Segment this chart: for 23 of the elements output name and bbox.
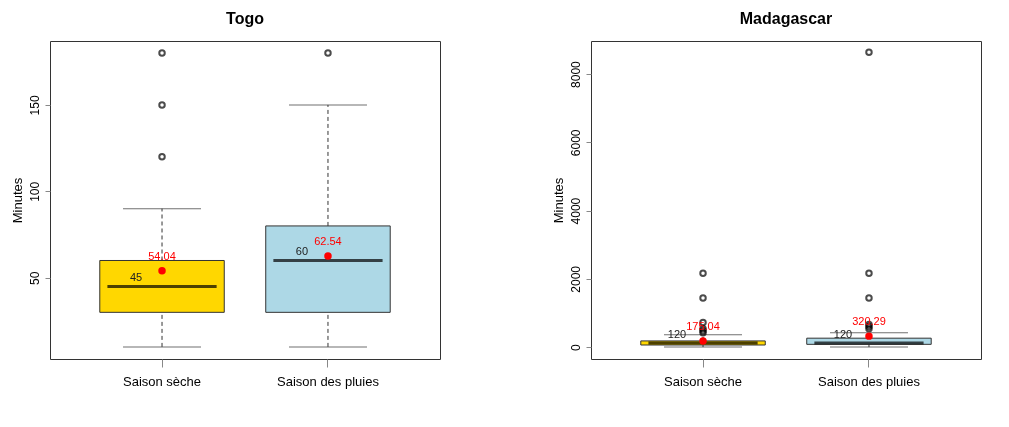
annotation: 45 xyxy=(129,271,143,284)
annotation: 120 xyxy=(833,327,853,340)
y-tick-label: 100 xyxy=(27,181,42,202)
x-tick-label: Saison sèche xyxy=(122,373,202,389)
x-tick-label: Saison des pluies xyxy=(277,373,380,389)
y-axis-title: Minutes xyxy=(9,177,25,224)
y-tick-label: 6000 xyxy=(568,129,583,157)
annotation: 320.29 xyxy=(852,315,886,328)
y-tick-label: 2000 xyxy=(568,265,583,293)
y-tick-label: 50 xyxy=(27,271,42,285)
y-tick-label: 0 xyxy=(568,343,583,351)
annotation: 62.54 xyxy=(314,235,342,248)
chart-title: Togo xyxy=(226,10,265,27)
y-tick-label: 150 xyxy=(27,95,42,116)
x-tick-label: Saison des pluies xyxy=(818,373,921,389)
annotation: 54.04 xyxy=(148,249,176,262)
x-tick-label: Saison sèche xyxy=(663,373,743,389)
annotation: 60 xyxy=(295,245,309,258)
y-tick-label: 4000 xyxy=(568,197,583,225)
y-axis-title: Minutes xyxy=(550,177,566,224)
annotation: 120 xyxy=(667,327,687,340)
y-tick-label: 8000 xyxy=(568,60,583,88)
chart-title: Madagascar xyxy=(739,10,833,27)
